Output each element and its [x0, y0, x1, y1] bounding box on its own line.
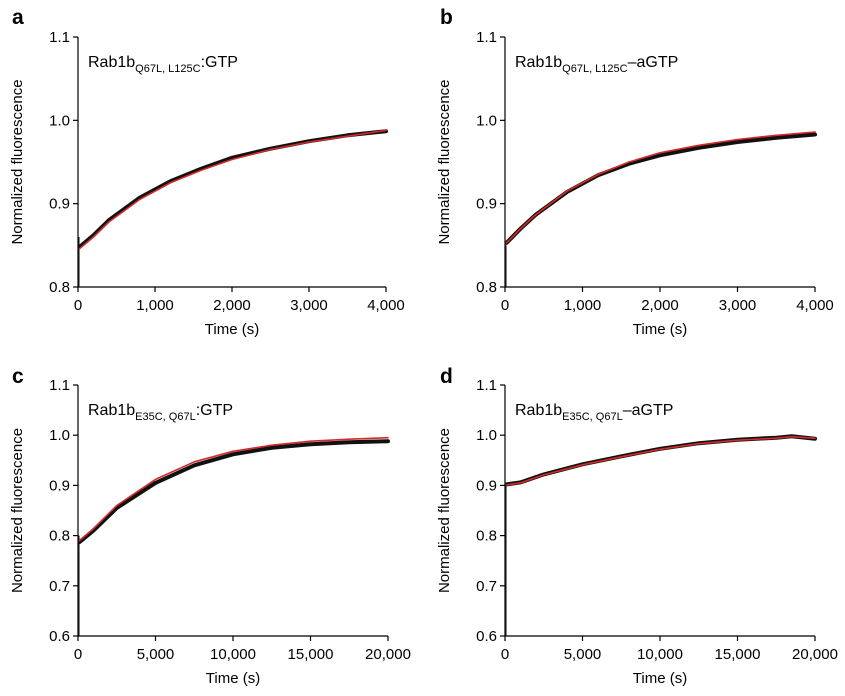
- x-tick-label: 0: [74, 646, 82, 663]
- series-annotation: Rab1bE35C, Q67L–aGTP: [515, 402, 673, 423]
- panel-b: b 0.8 0.9 1.0 1.1 0 1,000 2,000 3,000 4,000 Time (…: [436, 6, 834, 338]
- y-axis-title: Normalized fluorescence: [436, 79, 453, 244]
- annotation-subscript: E35C, Q67L: [135, 411, 196, 423]
- annotation-main: Rab1b: [515, 54, 562, 71]
- x-tick-label: 1,000: [136, 297, 174, 314]
- y-tick-label: 1.0: [49, 112, 70, 129]
- y-tick-label: 1.1: [476, 377, 497, 394]
- x-tick-label: 2,000: [213, 297, 251, 314]
- x-tick-label: 0: [501, 297, 509, 314]
- panel-label: d: [440, 365, 453, 388]
- y-tick-label: 0.7: [476, 578, 497, 595]
- x-tick-label: 20,000: [365, 646, 411, 663]
- panel-c: c 0.6 0.7 0.8 0.9 1.0 1.1 0 5,000 10,000 15,000 20,…: [9, 365, 411, 687]
- y-tick-label: 0.8: [49, 279, 70, 296]
- annotation-subscript: Q67L, L125C: [562, 63, 627, 75]
- x-tick-label: 5,000: [137, 646, 175, 663]
- y-axis-title: Normalized fluorescence: [436, 428, 453, 593]
- fit-line: [78, 129, 387, 250]
- fit-line: [78, 436, 389, 542]
- series-annotation: Rab1bQ67L, L125C–aGTP: [515, 54, 678, 75]
- y-tick-label: 1.0: [49, 427, 70, 444]
- x-tick-label: 0: [74, 297, 82, 314]
- panel-label: c: [12, 365, 24, 388]
- panel-d: d 0.6 0.7 0.8 0.9 1.0 1.1 0 5,000 10,000 15,000 20,…: [436, 365, 838, 687]
- x-tick-label: 15,000: [715, 646, 761, 663]
- y-tick-label: 0.8: [476, 528, 497, 545]
- y-tick-label: 0.9: [476, 196, 497, 213]
- panel-label: b: [440, 6, 453, 29]
- annotation-subscript: E35C, Q67L: [562, 411, 623, 423]
- x-axis-title: Time (s): [633, 321, 687, 338]
- panel-a: a 0.8 0.9 1.0 1.1 0 1,000 2,000 3,000 4,000 Time (…: [9, 6, 405, 338]
- annotation-main: Rab1b: [88, 54, 135, 71]
- x-tick-label: 1,000: [564, 297, 602, 314]
- x-tick-label: 3,000: [719, 297, 757, 314]
- data-trace: [504, 434, 817, 487]
- fit-line: [505, 435, 816, 486]
- fit-line: [505, 131, 816, 244]
- y-tick-label: 1.1: [476, 29, 497, 46]
- x-tick-label: 0: [501, 646, 509, 663]
- annotation-subscript: Q67L, L125C: [135, 63, 200, 75]
- annotation-suffix: –aGTP: [628, 54, 679, 71]
- series-annotation: Rab1bQ67L, L125C:GTP: [88, 54, 238, 75]
- y-tick-label: 0.6: [476, 628, 497, 645]
- y-axis-title: Normalized fluorescence: [9, 428, 26, 593]
- x-tick-label: 3,000: [290, 297, 328, 314]
- y-tick-label: 0.7: [49, 578, 70, 595]
- y-tick-label: 0.9: [476, 477, 497, 494]
- x-tick-label: 4,000: [367, 297, 405, 314]
- y-tick-label: 0.8: [476, 279, 497, 296]
- y-tick-label: 0.6: [49, 628, 70, 645]
- x-tick-label: 2,000: [641, 297, 679, 314]
- x-tick-label: 10,000: [210, 646, 256, 663]
- data-trace: [504, 132, 817, 245]
- y-tick-label: 0.8: [49, 528, 70, 545]
- x-axis-title: Time (s): [206, 670, 260, 687]
- y-tick-label: 1.0: [476, 112, 497, 129]
- series-annotation: Rab1bE35C, Q67L:GTP: [88, 402, 233, 423]
- x-axis-title: Time (s): [633, 670, 687, 687]
- annotation-main: Rab1b: [88, 402, 135, 419]
- data-trace: [77, 129, 388, 249]
- y-tick-label: 0.9: [49, 196, 70, 213]
- annotation-main: Rab1b: [515, 402, 562, 419]
- x-tick-label: 4,000: [796, 297, 834, 314]
- x-tick-label: 15,000: [288, 646, 334, 663]
- y-tick-label: 1.1: [49, 29, 70, 46]
- data-trace: [77, 439, 390, 545]
- annotation-suffix: :GTP: [201, 54, 238, 71]
- x-axis-title: Time (s): [205, 321, 259, 338]
- y-tick-label: 1.1: [49, 377, 70, 394]
- y-tick-label: 1.0: [476, 427, 497, 444]
- x-tick-label: 10,000: [637, 646, 683, 663]
- panel-label: a: [12, 6, 24, 29]
- y-axis-title: Normalized fluorescence: [9, 79, 26, 244]
- annotation-suffix: –aGTP: [623, 402, 674, 419]
- annotation-suffix: :GTP: [196, 402, 233, 419]
- x-tick-label: 20,000: [792, 646, 838, 663]
- y-tick-label: 0.9: [49, 477, 70, 494]
- x-tick-label: 5,000: [564, 646, 602, 663]
